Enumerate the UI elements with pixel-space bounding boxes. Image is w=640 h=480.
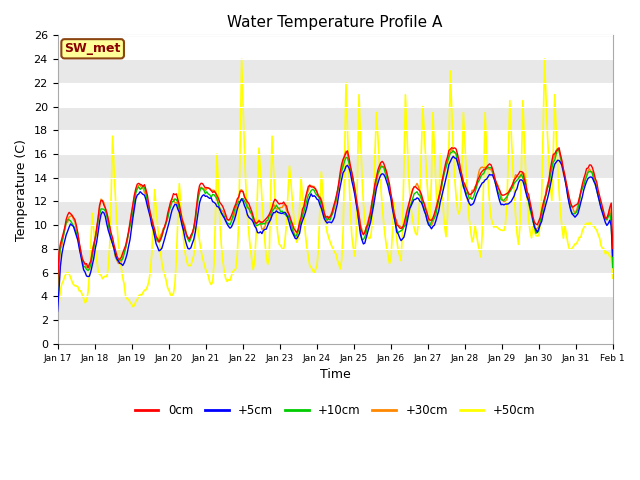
Bar [58, 297, 612, 320]
Bar [58, 36, 612, 59]
X-axis label: Time: Time [320, 368, 351, 381]
Bar [58, 320, 612, 344]
Bar [58, 83, 612, 107]
Text: SW_met: SW_met [65, 42, 121, 55]
Legend: 0cm, +5cm, +10cm, +30cm, +50cm: 0cm, +5cm, +10cm, +30cm, +50cm [130, 399, 540, 421]
Bar [58, 130, 612, 154]
Bar [58, 154, 612, 178]
Bar [58, 202, 612, 225]
Bar [58, 273, 612, 297]
Bar [58, 249, 612, 273]
Bar [58, 59, 612, 83]
Bar [58, 178, 612, 202]
Bar [58, 225, 612, 249]
Bar [58, 107, 612, 130]
Title: Water Temperature Profile A: Water Temperature Profile A [227, 15, 443, 30]
Y-axis label: Temperature (C): Temperature (C) [15, 139, 28, 240]
